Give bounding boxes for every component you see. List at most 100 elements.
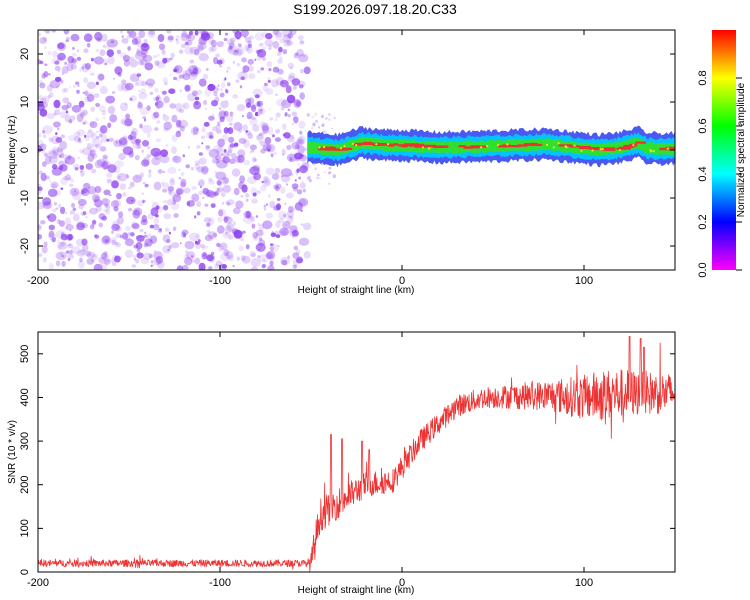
noise-blob — [299, 199, 306, 206]
noise-blob — [252, 117, 257, 121]
noise-blob — [39, 108, 48, 117]
noise-blob — [84, 90, 89, 96]
noise-blob — [84, 96, 91, 103]
noise-blob — [202, 187, 210, 195]
noise-blob — [142, 116, 147, 120]
noise-blob — [189, 46, 200, 55]
snr-x-tick-label: -200 — [27, 577, 49, 589]
noise-blob — [133, 244, 139, 249]
noise-blob — [38, 224, 43, 232]
noise-blob — [299, 165, 308, 174]
noise-blob — [211, 113, 215, 117]
noise-blob — [292, 187, 299, 192]
noise-blob — [295, 52, 299, 56]
noise-blob — [38, 224, 42, 230]
noise-blob — [85, 250, 92, 257]
noise-blob — [275, 234, 281, 239]
noise-blob — [73, 163, 81, 170]
band-accent — [650, 150, 653, 153]
band-accent — [322, 146, 326, 149]
noise-blob — [248, 73, 256, 80]
noise-blob — [84, 62, 91, 70]
noise-blob — [38, 32, 41, 36]
noise-blob — [247, 58, 254, 65]
band-accent — [632, 144, 635, 147]
noise-speckle — [314, 167, 318, 171]
noise-blob — [225, 231, 228, 236]
noise-blob — [201, 252, 208, 260]
noise-blob — [180, 181, 186, 188]
noise-blob — [94, 234, 98, 238]
noise-blob — [277, 59, 283, 64]
noise-blob — [118, 139, 128, 147]
noise-blob — [292, 264, 297, 269]
noise-blob — [136, 248, 140, 253]
noise-blob — [234, 49, 238, 53]
noise-blob — [59, 252, 63, 256]
noise-blob — [62, 97, 70, 104]
noise-blob — [240, 30, 249, 37]
noise-blob — [152, 263, 155, 266]
noise-blob — [226, 70, 229, 73]
noise-blob — [98, 127, 106, 136]
noise-blob — [72, 52, 77, 57]
noise-blob — [227, 39, 235, 46]
noise-blob — [149, 224, 155, 229]
noise-blob — [196, 166, 205, 173]
noise-blob — [205, 68, 209, 71]
noise-blob — [245, 37, 252, 44]
noise-blob — [267, 77, 271, 81]
noise-speckle — [333, 116, 336, 120]
noise-blob — [118, 152, 126, 161]
noise-blob — [163, 96, 170, 104]
noise-blob — [137, 101, 142, 105]
noise-blob — [47, 213, 57, 223]
noise-blob — [267, 47, 272, 51]
noise-blob — [124, 102, 128, 106]
noise-blob — [233, 61, 235, 64]
noise-blob — [101, 262, 108, 270]
noise-blob — [156, 61, 166, 69]
noise-blob — [55, 85, 59, 89]
noise-blob — [229, 37, 236, 43]
noise-blob — [38, 186, 43, 191]
noise-blob — [132, 174, 143, 183]
noise-blob — [80, 170, 83, 173]
noise-blob — [115, 225, 122, 232]
noise-blob — [60, 206, 66, 215]
band-accent — [421, 146, 425, 149]
noise-blob — [249, 35, 255, 40]
noise-blob — [147, 213, 154, 220]
noise-blob — [199, 185, 202, 189]
noise-blob — [246, 46, 253, 54]
noise-blob — [198, 262, 206, 270]
noise-blob — [278, 211, 288, 220]
noise-blob — [126, 175, 130, 179]
noise-blob — [95, 143, 101, 149]
noise-blob — [261, 264, 266, 269]
noise-blob — [51, 58, 59, 65]
noise-blob — [173, 66, 180, 73]
noise-speckle — [306, 113, 311, 117]
noise-blob — [113, 139, 122, 148]
noise-blob — [99, 86, 108, 95]
noise-blob — [249, 151, 252, 154]
noise-blob — [135, 175, 140, 179]
noise-speckle — [312, 122, 316, 127]
noise-blob — [208, 266, 213, 270]
noise-blob — [257, 255, 261, 259]
noise-blob — [81, 238, 88, 246]
noise-blob — [223, 215, 230, 221]
noise-blob — [178, 74, 185, 79]
noise-blob — [223, 110, 229, 117]
noise-blob — [237, 149, 246, 158]
noise-blob — [99, 146, 107, 152]
noise-blob — [226, 82, 231, 87]
noise-blob — [53, 148, 59, 157]
noise-blob — [206, 222, 211, 227]
noise-blob — [57, 52, 66, 61]
noise-blob — [91, 132, 97, 141]
noise-blob — [38, 59, 42, 65]
band-accent — [552, 146, 555, 149]
noise-blob — [104, 239, 109, 243]
